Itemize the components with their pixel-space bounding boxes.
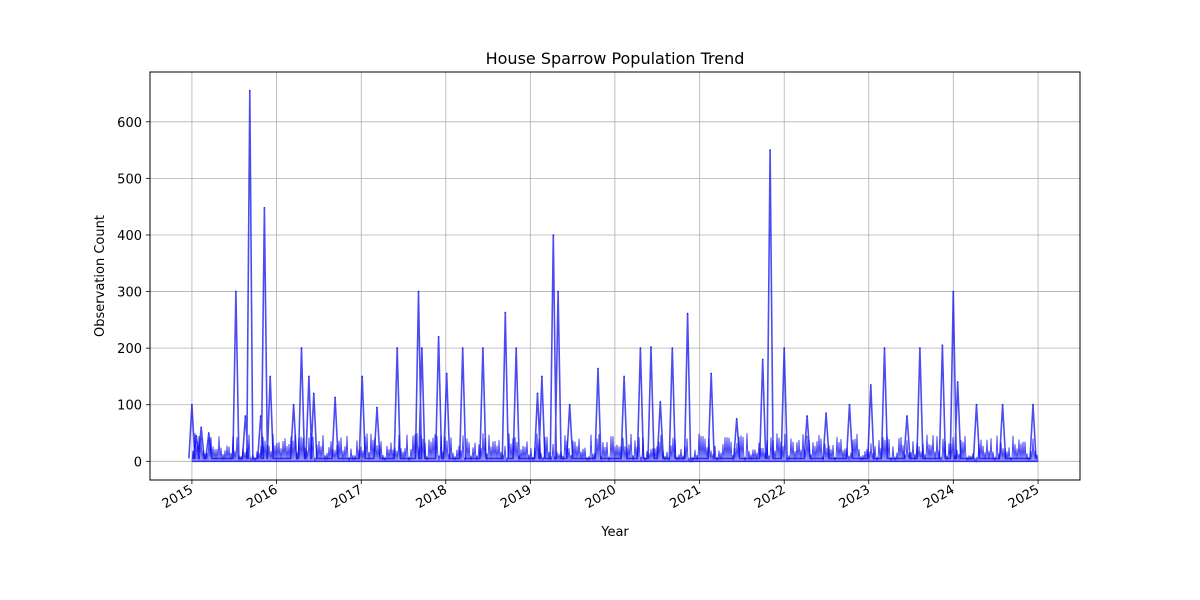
series-point — [650, 346, 652, 348]
series-point — [552, 234, 555, 236]
series-point — [437, 336, 440, 338]
series-point — [557, 290, 559, 293]
series-point — [806, 415, 808, 417]
y-tick-label: 0 — [134, 455, 142, 470]
series-point — [659, 401, 662, 403]
series-point — [249, 89, 251, 92]
series-point — [376, 406, 378, 409]
series-point — [482, 347, 484, 349]
series-point — [1001, 403, 1004, 406]
series-point — [208, 432, 210, 434]
y-tick-label: 500 — [117, 172, 142, 187]
series-point — [300, 347, 303, 349]
series-point — [417, 290, 420, 293]
series-point — [710, 372, 712, 375]
series-point — [334, 396, 336, 399]
series-point — [783, 347, 785, 349]
series-point — [639, 347, 642, 349]
series-point — [200, 426, 202, 429]
series-point — [259, 415, 262, 417]
series-point — [461, 347, 464, 349]
series-point — [421, 347, 423, 349]
y-axis-label: Observation Count — [93, 215, 108, 337]
y-tick-label: 600 — [117, 116, 142, 131]
series-point — [769, 149, 771, 151]
series-point — [941, 344, 944, 347]
series-point — [195, 435, 198, 437]
series-point — [504, 311, 507, 314]
series-point — [1032, 403, 1034, 406]
series-point — [361, 375, 364, 378]
series-point — [735, 418, 738, 420]
x-axis-label: Year — [600, 525, 629, 540]
y-tick-label: 100 — [117, 399, 142, 414]
series-point — [191, 403, 193, 406]
series-point — [308, 375, 310, 378]
series-point — [870, 384, 872, 386]
series-layer — [188, 89, 1039, 464]
series-point — [623, 375, 625, 378]
series-point — [235, 290, 237, 293]
series-point — [445, 372, 448, 375]
series-point — [906, 415, 908, 417]
series-point — [848, 403, 851, 406]
series-point — [244, 415, 247, 417]
series-point — [825, 412, 827, 415]
series-point — [263, 207, 266, 209]
series-point — [686, 312, 689, 315]
series-point — [536, 392, 539, 395]
series-point — [597, 367, 599, 370]
series-point — [975, 403, 978, 406]
series-point — [396, 347, 399, 349]
series-line — [188, 89, 1037, 460]
series-point — [541, 375, 543, 378]
chart-title: House Sparrow Population Trend — [486, 49, 745, 68]
series-point — [568, 403, 571, 406]
series-point — [952, 290, 955, 293]
series-point — [919, 347, 921, 349]
series-point — [761, 358, 764, 361]
series-point — [292, 403, 295, 406]
series-point — [269, 375, 272, 378]
y-tick-label: 400 — [117, 229, 142, 244]
series-point — [313, 392, 315, 395]
series-point — [956, 381, 959, 383]
y-tick-label: 200 — [117, 342, 142, 357]
series-point — [671, 347, 674, 349]
series-point — [515, 347, 517, 349]
y-tick-label: 300 — [117, 286, 142, 301]
series-point — [883, 347, 886, 349]
